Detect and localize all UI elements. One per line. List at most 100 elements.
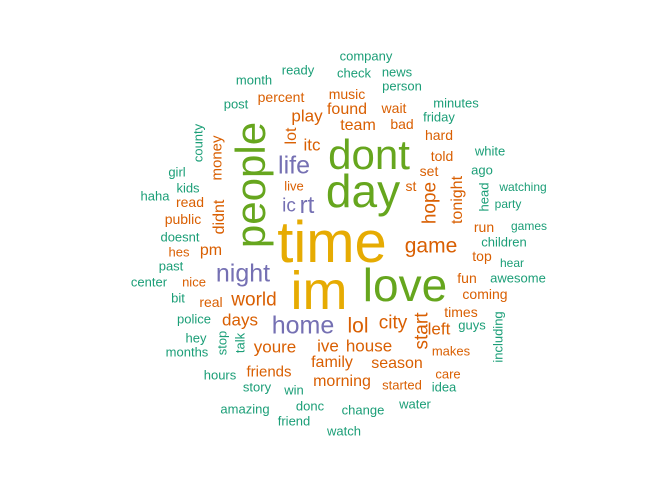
word: family [311, 354, 353, 371]
word: amazing [220, 401, 270, 417]
word: party [494, 197, 522, 211]
word: watching [499, 180, 547, 194]
word: kids [176, 180, 200, 196]
word: hours [203, 367, 237, 383]
word: company [339, 48, 393, 64]
word: rt [299, 192, 315, 219]
word: talk [232, 332, 248, 354]
word: months [165, 344, 209, 360]
word: month [235, 72, 273, 88]
word: makes [431, 343, 471, 359]
word: post [223, 96, 249, 112]
word: house [345, 336, 393, 356]
word: friend [277, 413, 311, 429]
word: play [291, 106, 323, 126]
word: hes [168, 244, 190, 260]
word: doesnt [160, 229, 200, 245]
word: stop [214, 330, 230, 356]
word: found [326, 101, 368, 118]
word: bad [390, 116, 414, 132]
word: public [164, 211, 202, 227]
word: world [231, 289, 277, 311]
word: idea [431, 379, 457, 395]
word: nice [182, 274, 206, 290]
word: day [325, 165, 401, 217]
word: news [381, 64, 413, 80]
word: awesome [490, 270, 546, 286]
word: fun [457, 270, 477, 286]
word: police [177, 311, 211, 327]
word: bit [171, 290, 185, 306]
word: youre [253, 337, 297, 357]
word: past [158, 258, 184, 274]
word: times [444, 304, 478, 320]
word: night [215, 259, 271, 288]
word: morning [313, 373, 371, 390]
word: didnt [211, 199, 228, 235]
word: white [474, 143, 506, 159]
word: hard [424, 127, 454, 143]
word: ago [471, 162, 493, 178]
word: ic [282, 195, 296, 217]
word: music [328, 86, 366, 102]
word: started [382, 377, 422, 393]
word: county [190, 123, 206, 163]
word: water [399, 396, 431, 412]
word: haha [140, 188, 170, 204]
word: lot [283, 127, 300, 145]
word: check [337, 65, 371, 81]
word: team [340, 117, 376, 134]
word: people [227, 121, 274, 249]
word: time [277, 210, 387, 275]
word: hear [499, 256, 525, 270]
word: donc [295, 398, 325, 414]
word: percent [257, 89, 305, 105]
word: top [472, 248, 492, 264]
word: run [473, 219, 495, 235]
word: love [362, 259, 448, 311]
word: pm [199, 242, 223, 259]
word: guys [458, 317, 486, 333]
word: im [290, 261, 348, 321]
word: ready [281, 62, 315, 78]
word: money [208, 135, 226, 181]
word: head [476, 182, 492, 212]
word: st [405, 178, 417, 194]
word: person [382, 78, 422, 94]
word: days [222, 310, 258, 330]
word: life [278, 151, 310, 180]
word: change [341, 402, 385, 418]
word: hey [185, 330, 207, 346]
word: read [175, 194, 205, 210]
word: city [378, 312, 408, 334]
word: tonight [449, 175, 466, 225]
word: left [427, 319, 451, 339]
word: children [481, 234, 527, 250]
word: told [430, 148, 454, 164]
word: win [284, 382, 304, 398]
word: ive [317, 336, 339, 356]
word: friends [246, 363, 292, 381]
word: watch [327, 423, 361, 439]
word: minutes [433, 95, 479, 111]
word: games [510, 219, 548, 233]
word: hope [419, 181, 441, 225]
word: care [435, 366, 461, 382]
word: season [371, 355, 423, 372]
word: center [130, 274, 168, 290]
word: real [199, 294, 223, 310]
word: game [404, 234, 458, 258]
word: set [419, 163, 439, 179]
word: story [242, 379, 272, 395]
word: coming [462, 286, 508, 302]
word: including [490, 311, 506, 363]
word: girl [168, 164, 186, 180]
word: itc [303, 135, 321, 155]
word: wait [381, 100, 407, 116]
word: home [271, 311, 335, 340]
word: live [284, 178, 304, 194]
word: lol [347, 314, 369, 338]
word: dont [328, 131, 410, 178]
word: friday [423, 109, 455, 125]
